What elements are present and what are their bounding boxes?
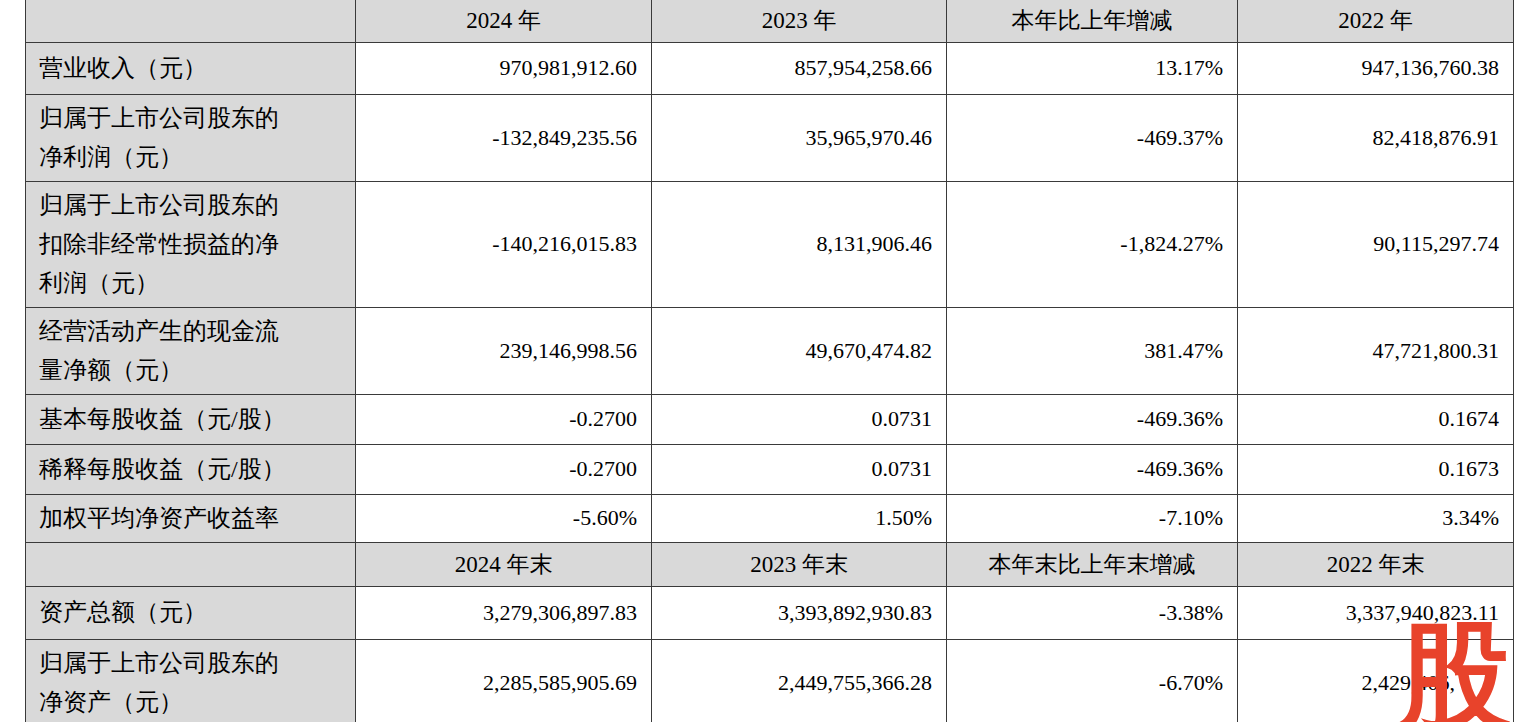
- value-change: -1,824.27%: [947, 181, 1238, 307]
- row-label: 基本每股收益（元/股）: [26, 394, 356, 444]
- table-row-net-profit: 归属于上市公司股东的 净利润（元） -132,849,235.56 35,965…: [26, 94, 1514, 181]
- header-cell-blank: [26, 542, 356, 586]
- value-change: -469.36%: [947, 444, 1238, 494]
- row-label: 归属于上市公司股东的 净利润（元）: [26, 94, 356, 181]
- row-label: 营业收入（元）: [26, 42, 356, 94]
- value-2023: 49,670,474.82: [652, 307, 947, 394]
- value-2023: 857,954,258.66: [652, 42, 947, 94]
- table-row-total-assets: 资产总额（元） 3,279,306,897.83 3,393,892,930.8…: [26, 586, 1514, 639]
- value-change: -6.70%: [947, 639, 1238, 722]
- header-cell-2024: 2024 年: [356, 0, 652, 42]
- header-cell-blank: [26, 0, 356, 42]
- table-row-net-profit-excl-nonrecurring: 归属于上市公司股东的 扣除非经常性损益的净 利润（元） -140,216,015…: [26, 181, 1514, 307]
- row-label: 加权平均净资产收益率: [26, 494, 356, 542]
- header-cell-yoy-change: 本年比上年增减: [947, 0, 1238, 42]
- value-2024: -5.60%: [356, 494, 652, 542]
- value-2023: 3,393,892,930.83: [652, 586, 947, 639]
- table-row-weighted-avg-roe: 加权平均净资产收益率 -5.60% 1.50% -7.10% 3.34%: [26, 494, 1514, 542]
- value-2023: 0.0731: [652, 444, 947, 494]
- header-row-annual: 2024 年 2023 年 本年比上年增减 2022 年: [26, 0, 1514, 42]
- value-change: 13.17%: [947, 42, 1238, 94]
- red-stock-watermark: 股: [1398, 618, 1510, 722]
- header-cell-2023: 2023 年: [652, 0, 947, 42]
- value-2024: -132,849,235.56: [356, 94, 652, 181]
- value-change: 381.47%: [947, 307, 1238, 394]
- value-2022: 90,115,297.74: [1238, 181, 1514, 307]
- value-change: -7.10%: [947, 494, 1238, 542]
- row-label: 归属于上市公司股东的 扣除非经常性损益的净 利润（元）: [26, 181, 356, 307]
- value-2023: 2,449,755,366.28: [652, 639, 947, 722]
- header-row-period-end: 2024 年末 2023 年末 本年末比上年末增减 2022 年末: [26, 542, 1514, 586]
- value-2022: 3.34%: [1238, 494, 1514, 542]
- value-2022: 0.1673: [1238, 444, 1514, 494]
- value-2023: 35,965,970.46: [652, 94, 947, 181]
- value-2023: 8,131,906.46: [652, 181, 947, 307]
- table-row-diluted-eps: 稀释每股收益（元/股） -0.2700 0.0731 -469.36% 0.16…: [26, 444, 1514, 494]
- value-2024: 2,285,585,905.69: [356, 639, 652, 722]
- value-2023: 0.0731: [652, 394, 947, 444]
- value-change: -469.36%: [947, 394, 1238, 444]
- table-row-operating-cash-flow: 经营活动产生的现金流 量净额（元） 239,146,998.56 49,670,…: [26, 307, 1514, 394]
- value-2022: 82,418,876.91: [1238, 94, 1514, 181]
- value-2022: 47,721,800.31: [1238, 307, 1514, 394]
- header-cell-2023-end: 2023 年末: [652, 542, 947, 586]
- table-row-net-assets: 归属于上市公司股东的 净资产（元） 2,285,585,905.69 2,449…: [26, 639, 1514, 722]
- header-cell-2024-end: 2024 年末: [356, 542, 652, 586]
- value-2022: 947,136,760.38: [1238, 42, 1514, 94]
- value-change: -469.37%: [947, 94, 1238, 181]
- value-2024: -0.2700: [356, 444, 652, 494]
- row-label: 稀释每股收益（元/股）: [26, 444, 356, 494]
- row-label: 归属于上市公司股东的 净资产（元）: [26, 639, 356, 722]
- header-cell-2022-end: 2022 年末: [1238, 542, 1514, 586]
- value-2023: 1.50%: [652, 494, 947, 542]
- value-2024: 970,981,912.60: [356, 42, 652, 94]
- value-2024: -140,216,015.83: [356, 181, 652, 307]
- row-label: 经营活动产生的现金流 量净额（元）: [26, 307, 356, 394]
- financial-metrics-table: 2024 年 2023 年 本年比上年增减 2022 年 营业收入（元） 970…: [25, 0, 1514, 722]
- value-2022: 0.1674: [1238, 394, 1514, 444]
- value-2024: 3,279,306,897.83: [356, 586, 652, 639]
- table-row-basic-eps: 基本每股收益（元/股） -0.2700 0.0731 -469.36% 0.16…: [26, 394, 1514, 444]
- table-row-revenue: 营业收入（元） 970,981,912.60 857,954,258.66 13…: [26, 42, 1514, 94]
- header-cell-2022: 2022 年: [1238, 0, 1514, 42]
- row-label: 资产总额（元）: [26, 586, 356, 639]
- financial-summary-page: 2024 年 2023 年 本年比上年增减 2022 年 营业收入（元） 970…: [0, 0, 1523, 722]
- value-2024: -0.2700: [356, 394, 652, 444]
- value-change: -3.38%: [947, 586, 1238, 639]
- header-cell-yoy-end-change: 本年末比上年末增减: [947, 542, 1238, 586]
- value-2024: 239,146,998.56: [356, 307, 652, 394]
